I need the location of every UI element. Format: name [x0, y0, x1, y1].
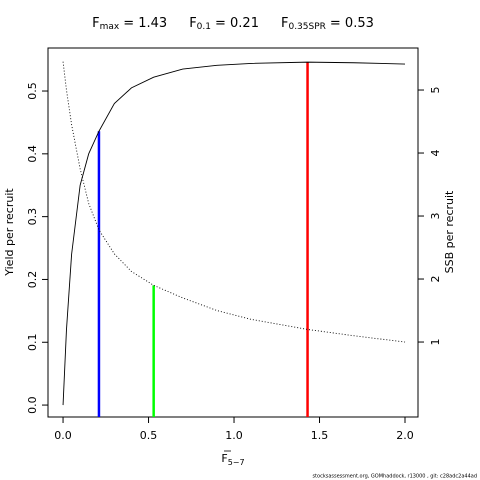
title-value: = 0.21	[215, 16, 259, 31]
title-subscript: 0.1	[197, 22, 211, 32]
y2-tick-label: 4	[429, 150, 442, 157]
y-tick-label: 0.1	[26, 334, 39, 352]
title-symbol: F	[92, 16, 99, 31]
y-tick-label: 0.2	[26, 271, 39, 289]
y2-tick-label: 3	[429, 213, 442, 220]
y-tick-label: 0.5	[26, 82, 39, 100]
x-axis-label-sub: 5−7	[228, 458, 245, 467]
x-axis-label: F5−7	[221, 452, 244, 467]
x-tick-label: 1.5	[311, 429, 329, 442]
y-tick-label: 0.0	[26, 396, 39, 414]
title-subscript: 0.35SPR	[288, 22, 325, 32]
y2-axis-label: SSB per recruit	[443, 190, 456, 273]
y2-tick-label: 5	[429, 87, 442, 94]
title-value: = 0.53	[330, 16, 374, 31]
title-value: = 1.43	[123, 16, 167, 31]
series-line	[62, 61, 406, 406]
title-symbol: F	[281, 16, 288, 31]
x-tick-label: 1.0	[225, 429, 243, 442]
x-tick-label: 0.0	[54, 429, 72, 442]
x-tick-label: 0.5	[140, 429, 158, 442]
chart-title: Fmax = 1.43 F0.1 = 0.21 F0.35SPR = 0.53	[92, 16, 374, 32]
x-tick-label: 2.0	[396, 429, 414, 442]
title-subscript: max	[100, 22, 120, 32]
x-axis-label-main: F	[221, 452, 227, 465]
y-tick-label: 0.4	[26, 145, 39, 163]
y-tick-label: 0.3	[26, 208, 39, 226]
y2-tick-label: 1	[429, 339, 442, 346]
series-line	[62, 61, 406, 343]
y-axis-label: Yield per recruit	[3, 188, 16, 277]
y2-tick-label: 2	[429, 276, 442, 283]
title-symbol: F	[189, 16, 196, 31]
footer: stocksassessment.org, GOMhaddock, r13000…	[312, 474, 477, 480]
plot-frame	[47, 47, 419, 418]
